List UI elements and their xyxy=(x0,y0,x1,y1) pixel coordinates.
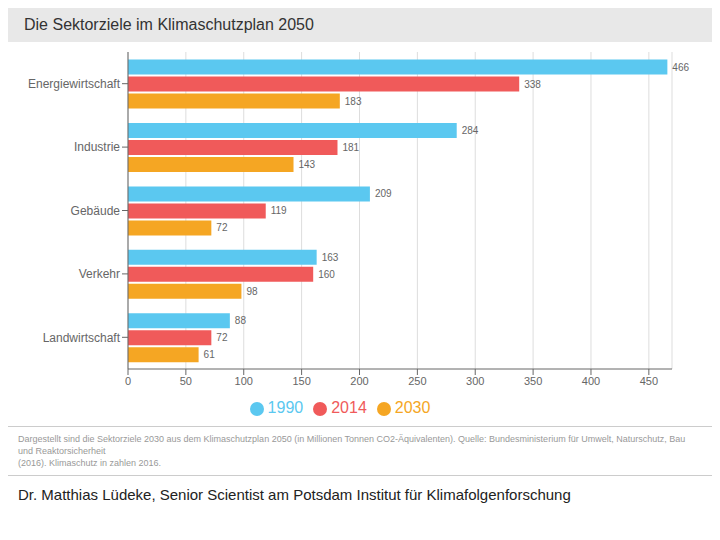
html-text:Dargestellt sind die Sektorzie: Dargestellt sind die Sektorziele 2030 au… xyxy=(18,434,686,469)
svg-text:72: 72 xyxy=(216,332,228,343)
html-text:Dr. Matthias Lüdeke, Senior Sc: Dr. Matthias Lüdeke, Senior Scientist am… xyxy=(18,486,571,504)
svg-text:200: 200 xyxy=(350,375,368,387)
svg-text:163: 163 xyxy=(322,252,339,263)
svg-text:Industrie: Industrie xyxy=(74,140,120,154)
svg-text:181: 181 xyxy=(342,142,359,153)
svg-text:119: 119 xyxy=(271,205,287,216)
svg-text:50: 50 xyxy=(180,375,192,387)
svg-text:250: 250 xyxy=(408,375,426,387)
svg-text:400: 400 xyxy=(582,375,600,387)
html-text:1990: 1990 xyxy=(267,399,304,416)
svg-text:350: 350 xyxy=(524,375,542,387)
svg-text:Landwirtschaft: Landwirtschaft xyxy=(43,331,121,345)
svg-text:88: 88 xyxy=(235,315,247,326)
svg-text:143: 143 xyxy=(299,159,316,170)
svg-text:338: 338 xyxy=(524,79,541,90)
svg-text:Verkehr: Verkehr xyxy=(79,267,120,281)
svg-text:183: 183 xyxy=(345,96,362,107)
svg-text:98: 98 xyxy=(246,286,258,297)
svg-text:466: 466 xyxy=(672,62,689,73)
svg-text:150: 150 xyxy=(292,375,310,387)
svg-text:61: 61 xyxy=(204,349,216,360)
svg-text:Energiewirtschaft: Energiewirtschaft xyxy=(28,77,121,91)
svg-text:72: 72 xyxy=(216,222,228,233)
html-text:2014: 2014 xyxy=(331,399,367,416)
svg-text:284: 284 xyxy=(462,125,479,136)
svg-text:Gebäude: Gebäude xyxy=(71,204,121,218)
html-text:Die Sektorziele im Klimaschutz: Die Sektorziele im Klimaschutzplan 2050 xyxy=(24,16,314,33)
svg-text:100: 100 xyxy=(235,375,253,387)
html-text:2030: 2030 xyxy=(394,399,431,416)
svg-text:209: 209 xyxy=(375,188,392,199)
svg-text:160: 160 xyxy=(318,269,335,280)
svg-text:300: 300 xyxy=(466,375,484,387)
svg-text:450: 450 xyxy=(640,375,658,387)
svg-text:0: 0 xyxy=(125,375,131,387)
